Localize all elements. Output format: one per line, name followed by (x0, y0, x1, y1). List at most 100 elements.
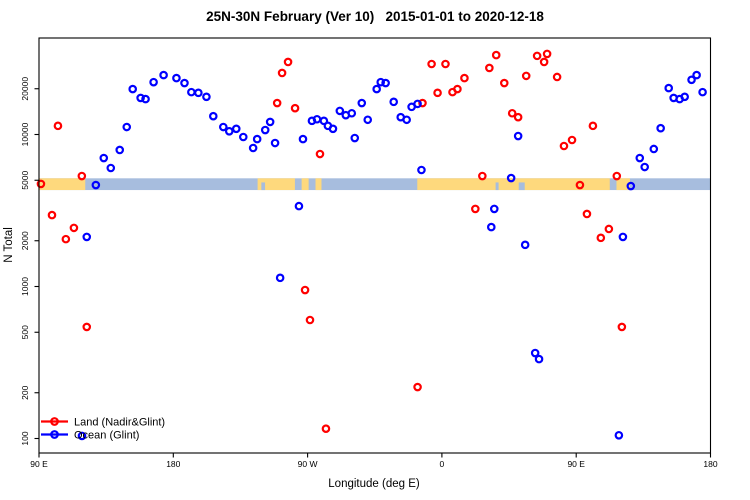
data-point-land (321, 424, 331, 434)
map-band-ocean-notch (495, 182, 499, 191)
data-point-ocean (231, 124, 241, 134)
y-tick-label: 10000 (20, 122, 30, 146)
x-axis-label: Longitude (deg E) (328, 478, 420, 490)
data-point-land (277, 68, 287, 78)
y-tick-label: 500 (20, 325, 30, 339)
data-point-ocean (294, 201, 304, 211)
data-point-ocean (626, 181, 636, 191)
data-point-ocean (238, 132, 248, 142)
data-point-ocean (275, 273, 285, 283)
data-point-ocean (372, 84, 381, 94)
x-tick-label: 180 (703, 459, 717, 469)
data-point-land (567, 135, 577, 145)
data-point-ocean (486, 222, 496, 232)
data-point-ocean (218, 122, 228, 132)
y-tick-label: 2000 (20, 231, 30, 250)
data-point-ocean (506, 173, 516, 183)
data-point-ocean (82, 232, 92, 242)
data-points-land (36, 49, 627, 434)
map-band-land (315, 178, 322, 191)
data-point-land (539, 57, 549, 67)
data-point-land (69, 223, 79, 233)
data-point-land (582, 209, 592, 219)
data-point-land (499, 78, 509, 88)
data-point-land (542, 49, 552, 59)
data-point-land (485, 63, 494, 73)
data-point-ocean (270, 138, 280, 148)
data-point-land (441, 59, 450, 69)
data-point-ocean (328, 124, 338, 134)
legend-item-label: Land (Nadir&Glint) (74, 416, 165, 428)
data-point-ocean (106, 163, 116, 173)
x-tick-label: 180 (166, 459, 180, 469)
data-point-ocean (159, 70, 168, 80)
map-band-land (257, 178, 295, 191)
map-band-land (616, 178, 630, 191)
data-point-ocean (389, 97, 399, 107)
x-tick-label: 90 E (567, 459, 585, 469)
data-point-ocean (640, 162, 649, 172)
data-point-land (460, 73, 469, 83)
data-point-land (283, 57, 293, 67)
data-point-land (300, 285, 310, 295)
data-point-ocean (194, 88, 203, 98)
map-band-land (39, 178, 86, 191)
data-point-ocean (347, 108, 357, 118)
y-tick-label: 100 (20, 431, 30, 445)
data-point-ocean (141, 94, 150, 104)
data-point-ocean (534, 354, 544, 364)
data-point-ocean (99, 153, 109, 163)
data-point-land (559, 141, 569, 151)
data-point-ocean (180, 78, 189, 88)
data-point-ocean (122, 122, 132, 132)
data-point-ocean (649, 144, 659, 154)
data-point-land (290, 103, 300, 113)
map-band-land (301, 178, 309, 191)
data-point-land (418, 98, 427, 108)
data-point-ocean (128, 84, 138, 94)
data-point-land (77, 171, 87, 181)
data-point-ocean (698, 87, 707, 97)
data-point-ocean (224, 126, 234, 136)
data-point-ocean (489, 204, 499, 214)
x-tick-label: 90 W (298, 459, 318, 469)
data-point-ocean (530, 348, 540, 358)
data-point-ocean (149, 77, 158, 87)
data-point-land (453, 84, 462, 94)
data-point-land (433, 88, 442, 98)
data-point-land (47, 210, 57, 220)
data-point-ocean (664, 83, 674, 93)
data-point-ocean (208, 111, 218, 121)
data-point-ocean (265, 117, 275, 127)
data-point-ocean (252, 134, 262, 144)
data-point-land (36, 179, 46, 189)
x-tick-label: 0 (440, 459, 445, 469)
data-point-ocean (202, 92, 211, 102)
data-point-land (413, 382, 422, 392)
data-point-ocean (350, 133, 360, 143)
data-point-ocean (417, 165, 426, 175)
data-point-land (596, 233, 606, 243)
data-points-ocean (77, 70, 707, 441)
data-point-ocean (335, 106, 345, 116)
map-band-land (417, 178, 610, 191)
legend: Land (Nadir&Glint)Ocean (Glint) (41, 416, 165, 441)
data-point-ocean (357, 98, 367, 108)
data-point-land (478, 171, 487, 181)
data-point-ocean (520, 240, 530, 250)
legend-marker-circle (50, 430, 59, 439)
data-point-land (491, 50, 501, 60)
y-tick-label: 200 (20, 385, 30, 399)
data-point-ocean (656, 123, 665, 133)
data-point-land (272, 98, 282, 108)
map-band-ocean (39, 178, 711, 191)
data-point-land (53, 121, 63, 131)
data-point-ocean (680, 92, 689, 102)
map-band-ocean-notch (518, 182, 525, 191)
data-point-land (315, 149, 325, 159)
y-axis-ticks: 100 200 500 1000 2000 5000 10000 20000 (20, 77, 39, 446)
map-band-ocean-notch (261, 182, 266, 191)
legend-item-label: Ocean (Glint) (74, 429, 139, 441)
